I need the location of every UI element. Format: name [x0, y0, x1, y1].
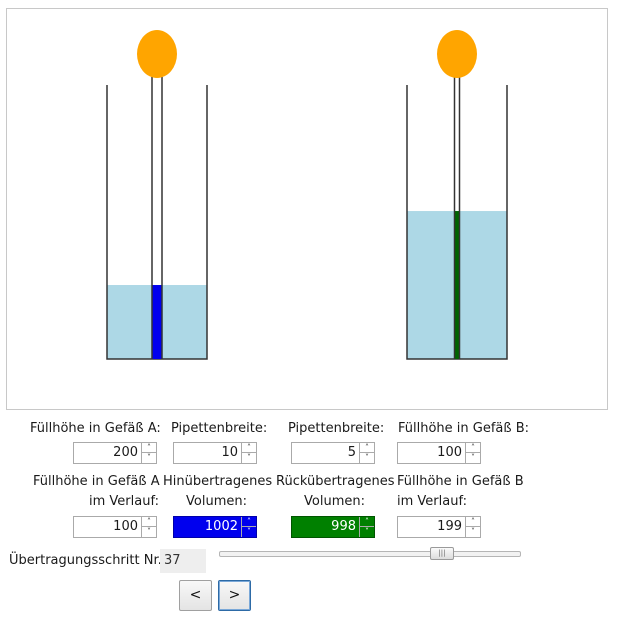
step-value: 37: [160, 549, 206, 573]
fill-b-course-value[interactable]: 199: [437, 519, 462, 534]
pipette-width-spinner-2[interactable]: 5 ˄ ˅: [291, 442, 375, 464]
vessel-a-pipette-liquid: [152, 285, 162, 359]
simulation-drawing: [106, 30, 508, 360]
previous-step-button[interactable]: <: [179, 580, 212, 611]
back-volume-up-icon[interactable]: ˄: [360, 517, 374, 527]
back-volume-value[interactable]: 998: [331, 519, 356, 534]
forward-volume-spinner[interactable]: 1002 ˄ ˅: [173, 516, 257, 538]
pipette-width-spinner-1[interactable]: 10 ˄ ˅: [173, 442, 257, 464]
fill-b-up-icon[interactable]: ˄: [466, 443, 480, 453]
next-step-button[interactable]: >: [218, 580, 251, 611]
vessel-a-pipette-bulb: [137, 30, 177, 78]
vessel-b-pipette-bulb: [437, 30, 477, 78]
back-volume-label-2: Volumen:: [304, 494, 365, 509]
vessel-b-pipette-liquid: [454, 211, 460, 359]
pipette-width-label-1: Pipettenbreite:: [171, 421, 268, 436]
forward-volume-value[interactable]: 1002: [204, 519, 238, 534]
pipette-width-1-down-icon[interactable]: ˅: [247, 453, 251, 462]
fill-b-spinner[interactable]: 100 ˄ ˅: [397, 442, 481, 464]
back-volume-spinner[interactable]: 998 ˄ ˅: [291, 516, 375, 538]
forward-volume-label-2: Volumen:: [186, 494, 247, 509]
pipette-width-1-up-icon[interactable]: ˄: [242, 443, 256, 453]
fill-a-course-up-icon[interactable]: ˄: [142, 517, 156, 527]
fill-a-label: Füllhöhe in Gefäß A:: [30, 421, 161, 436]
fill-b-down-icon[interactable]: ˅: [471, 453, 475, 462]
pipette-width-value-2[interactable]: 5: [347, 445, 356, 460]
fill-a-value[interactable]: 200: [113, 445, 138, 460]
forward-volume-up-icon[interactable]: ˄: [242, 517, 256, 527]
step-slider-thumb[interactable]: |||: [430, 547, 454, 560]
fill-b-course-label-2: im Verlauf:: [397, 494, 467, 509]
fill-a-course-down-icon[interactable]: ˅: [147, 527, 151, 536]
pipette-width-label-2: Pipettenbreite:: [288, 421, 385, 436]
back-volume-label-1: Rückübertragenes: [276, 474, 395, 489]
forward-volume-label-1: Hinübertragenes: [163, 474, 273, 489]
fill-b-course-spinner[interactable]: 199 ˄ ˅: [397, 516, 481, 538]
fill-a-course-label-1: Füllhöhe in Gefäß A: [33, 474, 160, 489]
fill-a-down-icon[interactable]: ˅: [147, 453, 151, 462]
fill-a-spinner[interactable]: 200 ˄ ˅: [73, 442, 157, 464]
fill-b-course-down-icon[interactable]: ˅: [471, 527, 475, 536]
forward-volume-down-icon[interactable]: ˅: [247, 527, 251, 536]
pipette-width-2-down-icon[interactable]: ˅: [365, 453, 369, 462]
fill-b-value[interactable]: 100: [437, 445, 462, 460]
step-label: Übertragungsschritt Nr.:: [9, 553, 167, 568]
fill-a-up-icon[interactable]: ˄: [142, 443, 156, 453]
simulation-canvas: [6, 8, 608, 410]
step-slider-track[interactable]: [219, 551, 521, 557]
fill-a-course-spinner[interactable]: 100 ˄ ˅: [73, 516, 157, 538]
pipette-width-2-up-icon[interactable]: ˄: [360, 443, 374, 453]
fill-b-label: Füllhöhe in Gefäß B:: [398, 421, 530, 436]
back-volume-down-icon[interactable]: ˅: [365, 527, 369, 536]
fill-b-course-up-icon[interactable]: ˄: [466, 517, 480, 527]
fill-a-course-label-2: im Verlauf:: [89, 494, 159, 509]
pipette-width-value-1[interactable]: 10: [221, 445, 238, 460]
fill-b-course-label-1: Füllhöhe in Gefäß B: [397, 474, 524, 489]
fill-a-course-value[interactable]: 100: [113, 519, 138, 534]
